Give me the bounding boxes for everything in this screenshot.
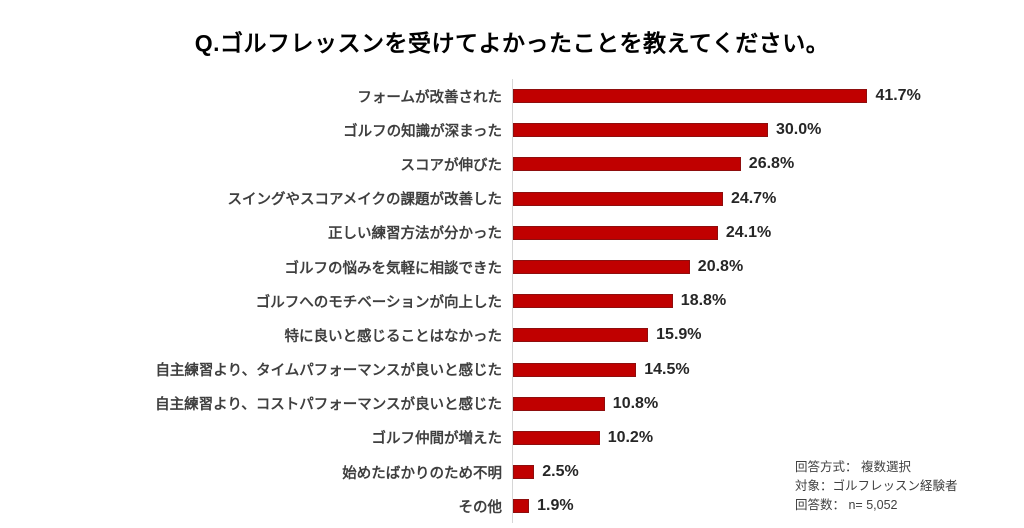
survey-note: 回答方式： 複数選択 対象：ゴルフレッスン経験者 回答数： n= 5,052 bbox=[795, 458, 958, 515]
survey-note-count: 回答数： n= 5,052 bbox=[795, 498, 898, 512]
bar bbox=[513, 157, 741, 172]
value-label: 18.8% bbox=[680, 292, 727, 310]
category-label: ゴルフの知識が深まった bbox=[343, 123, 502, 140]
bar bbox=[513, 328, 649, 343]
bar bbox=[513, 499, 530, 514]
category-label: 自主練習より、タイムパフォーマンスが良いと感じた bbox=[155, 363, 502, 380]
chart-row: ゴルフの知識が深まった 30.0% bbox=[0, 113, 1024, 148]
chart-row: スイングやスコアメイクの課題が改善した 24.7% bbox=[0, 181, 1024, 216]
category-label: その他 bbox=[458, 499, 503, 516]
bar bbox=[513, 396, 605, 411]
bar bbox=[513, 89, 868, 104]
category-label: ゴルフへのモチベーションが向上した bbox=[255, 294, 502, 311]
chart-row: 特に良いと感じることはなかった 15.9% bbox=[0, 318, 1024, 353]
chart-row: 自主練習より、コストパフォーマンスが良いと感じた 10.8% bbox=[0, 386, 1024, 421]
chart-row: 正しい練習方法が分かった 24.1% bbox=[0, 215, 1024, 250]
survey-note-target: 対象：ゴルフレッスン経験者 bbox=[795, 479, 958, 493]
chart-row: 自主練習より、タイムパフォーマンスが良いと感じた 14.5% bbox=[0, 352, 1024, 387]
bar bbox=[513, 362, 637, 377]
category-label: フォームが改善された bbox=[357, 89, 502, 106]
value-label: 15.9% bbox=[656, 326, 702, 344]
category-label: 自主練習より、コストパフォーマンスが良いと感じた bbox=[155, 397, 502, 414]
bar bbox=[513, 123, 768, 138]
category-label: スコアが伸びた bbox=[400, 157, 503, 174]
chart-row: ゴルフ仲間が増えた 10.2% bbox=[0, 420, 1024, 456]
value-label: 20.8% bbox=[697, 258, 744, 276]
bar bbox=[513, 430, 600, 445]
value-label: 30.0% bbox=[776, 121, 822, 139]
bar bbox=[513, 225, 718, 240]
chart-row: フォームが改善された 41.7% bbox=[0, 79, 1024, 114]
value-label: 10.8% bbox=[612, 394, 659, 412]
bar bbox=[513, 260, 690, 275]
value-label: 41.7% bbox=[875, 87, 921, 105]
value-label: 10.2% bbox=[607, 428, 654, 446]
chart-row: その他 1.9% bbox=[0, 489, 1024, 524]
bar bbox=[513, 465, 535, 480]
category-label: スイングやスコアメイクの課題が改善した bbox=[227, 192, 502, 209]
chart-row: スコアが伸びた 26.8% bbox=[0, 147, 1024, 182]
value-label: 2.5% bbox=[542, 463, 579, 481]
value-label: 26.8% bbox=[748, 155, 795, 173]
chart-row: 始めたばかりのため不明 2.5% bbox=[0, 455, 1024, 490]
survey-note-method: 回答方式： 複数選択 bbox=[795, 460, 911, 474]
bar-chart: フォームが改善された 41.7% ゴルフの知識が深まった 30.0% スコアが伸… bbox=[0, 79, 1024, 524]
bar bbox=[513, 294, 673, 309]
chart-title: Q.ゴルフレッスンを受けてよかったことを教えてください。 bbox=[194, 30, 830, 56]
value-label: 14.5% bbox=[644, 360, 690, 378]
value-label: 1.9% bbox=[537, 497, 574, 515]
value-label: 24.7% bbox=[730, 189, 777, 207]
category-label: ゴルフ仲間が増えた bbox=[371, 431, 503, 448]
bar bbox=[513, 191, 723, 206]
chart-row: ゴルフの悩みを気軽に相談できた 20.8% bbox=[0, 249, 1024, 285]
category-label: 始めたばかりのため不明 bbox=[342, 465, 502, 482]
category-label: 特に良いと感じることはなかった bbox=[284, 328, 503, 345]
category-label: 正しい練習方法が分かった bbox=[328, 226, 502, 243]
value-label: 24.1% bbox=[725, 223, 772, 241]
chart-row: ゴルフへのモチベーションが向上した 18.8% bbox=[0, 284, 1024, 319]
category-label: ゴルフの悩みを気軽に相談できた bbox=[284, 260, 503, 277]
